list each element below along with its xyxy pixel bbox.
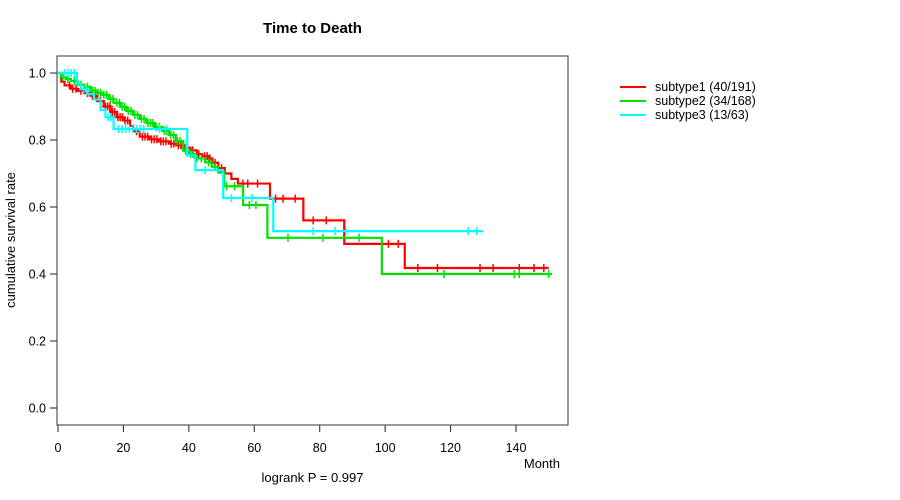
survival-curve-subtype3 bbox=[58, 71, 484, 233]
plot-box bbox=[56, 55, 569, 426]
logrank-annotation: logrank P = 0.997 bbox=[261, 470, 364, 485]
x-tick-label: 60 bbox=[247, 441, 261, 455]
x-tick-label: 100 bbox=[375, 441, 396, 455]
x-tick-label: 80 bbox=[313, 441, 327, 455]
x-axis-label: Month bbox=[523, 456, 560, 471]
legend: subtype1 (40/191) subtype2 (34/168) subt… bbox=[620, 80, 756, 122]
legend-item-subtype1: subtype1 (40/191) bbox=[620, 80, 756, 94]
legend-label-subtype1: subtype1 (40/191) bbox=[655, 80, 756, 94]
legend-label-subtype2: subtype2 (34/168) bbox=[655, 94, 756, 108]
y-tick-label: 0.0 bbox=[29, 402, 46, 416]
legend-line-swatch-subtype3 bbox=[620, 114, 646, 116]
y-axis-label: cumulative survival rate bbox=[3, 172, 18, 308]
y-tick-label: 0.8 bbox=[29, 134, 46, 148]
survival-curve-subtype2 bbox=[58, 71, 552, 276]
y-tick-label: 1.0 bbox=[29, 67, 46, 81]
chart-title: Time to Death bbox=[263, 20, 362, 37]
x-tick-label: 20 bbox=[116, 441, 130, 455]
y-tick-label: 0.4 bbox=[29, 268, 46, 282]
legend-line-swatch-subtype2 bbox=[620, 100, 646, 102]
legend-label-subtype3: subtype3 (13/63) bbox=[655, 108, 749, 122]
legend-line-swatch-subtype1 bbox=[620, 86, 646, 88]
legend-item-subtype2: subtype2 (34/168) bbox=[620, 94, 756, 108]
y-tick-label: 0.6 bbox=[29, 201, 46, 215]
x-tick-label: 120 bbox=[440, 441, 461, 455]
x-tick-label: 140 bbox=[506, 441, 527, 455]
x-tick-label: 0 bbox=[55, 441, 62, 455]
x-tick-label: 40 bbox=[182, 441, 196, 455]
y-tick-label: 0.2 bbox=[29, 335, 46, 349]
legend-item-subtype3: subtype3 (13/63) bbox=[620, 108, 756, 122]
